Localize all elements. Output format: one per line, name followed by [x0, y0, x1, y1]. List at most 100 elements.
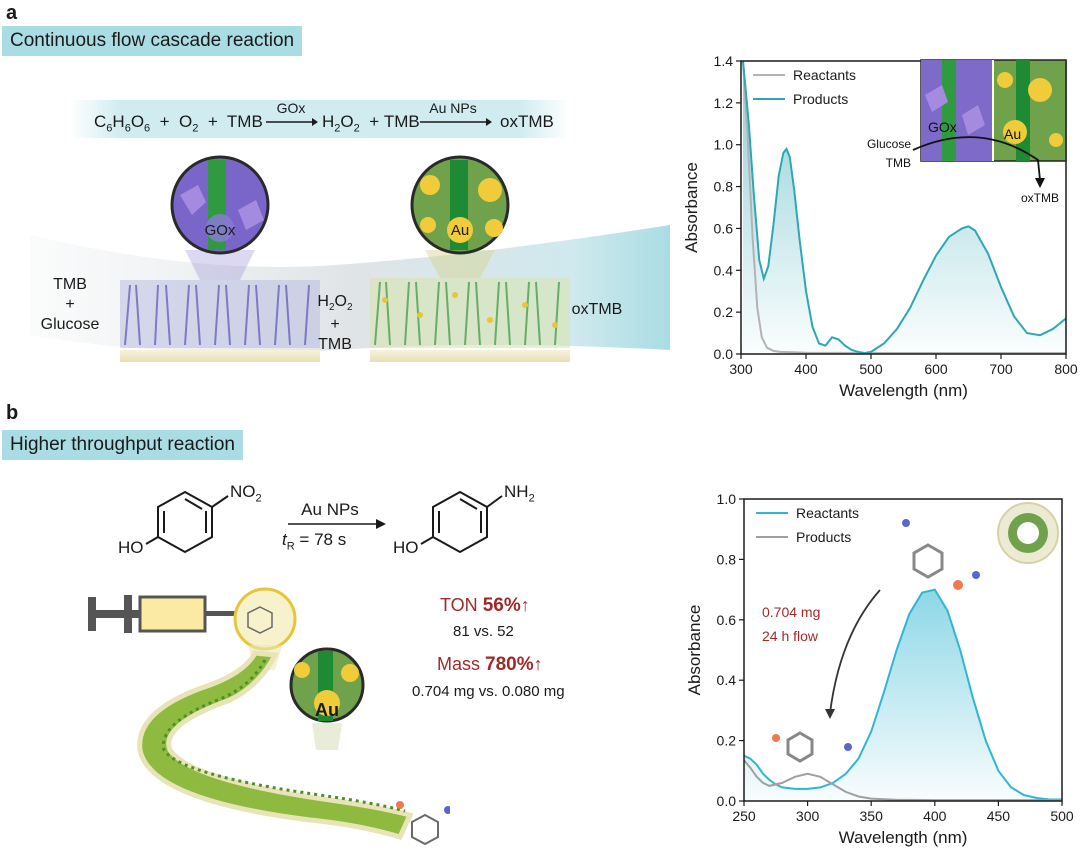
panel-b-letter: b	[6, 402, 19, 424]
legend-label-1: Products	[793, 91, 848, 107]
residence-time-label: tR = 78 s	[282, 530, 347, 553]
arrow-2-icon	[420, 118, 492, 126]
catalyst-gox-label: GOx	[276, 100, 306, 116]
x-tick-label: 250	[732, 808, 756, 824]
inset-glucose-label: Glucose	[867, 137, 911, 151]
x-tick-label: 450	[987, 808, 1011, 824]
chart-b: 250 300 350 400 450 500 0.0 0.2 0.4 0.6 0.8 1.0 Wave…	[685, 491, 1074, 847]
chart-b-reactant-molecule-icon	[902, 519, 980, 590]
conversion-arrowhead-icon	[825, 709, 835, 719]
plot-frame	[740, 60, 1067, 355]
product-hydroxyl-label: HO	[393, 538, 419, 557]
y-tick-label: 1.0	[714, 137, 734, 153]
y-tick-label: 0.0	[714, 346, 734, 362]
y-tick-label: 0.6	[714, 220, 734, 236]
au-tube-bubble	[289, 647, 365, 750]
inset-tmb-label: TMB	[886, 156, 911, 170]
y-tick-label: 0.8	[717, 551, 737, 567]
y-axis-title: Absorbance	[685, 605, 704, 696]
reaction-scheme	[145, 490, 503, 554]
inset-gox-label: GOx	[928, 119, 957, 135]
x-tick-label: 500	[1050, 808, 1074, 824]
panel-b-title: Higher throughput reaction	[2, 430, 243, 460]
series-line-0	[743, 588, 1062, 801]
syringe-tube-illustration	[88, 587, 450, 845]
reactor-tube	[137, 650, 414, 841]
amine-group-label: NH2	[504, 482, 535, 505]
legend-label-0: Reactants	[793, 67, 856, 83]
inlet-label: TMB + Glucose	[40, 276, 100, 333]
chart-a-inset	[912, 59, 1067, 188]
mass-metric: Mass 780%↑	[437, 654, 543, 675]
cascade-equation: C6H6O6 + O2 + TMB	[94, 112, 263, 135]
series-line-0	[742, 60, 1066, 354]
x-tick-label: 800	[1054, 361, 1078, 377]
au-zoom-bubble	[410, 155, 510, 278]
x-tick-label: 600	[924, 361, 948, 377]
ton-metric: TON 56%↑	[440, 595, 530, 616]
middle-zone-label: H2O2 + TMB	[317, 293, 353, 353]
arrow-1-icon	[266, 118, 318, 126]
chart-b-product-molecule-icon	[772, 731, 852, 763]
aminophenol-structure	[420, 490, 503, 554]
x-tick-label: 350	[860, 808, 884, 824]
y-axis-title: Absorbance	[682, 162, 701, 253]
x-axis-title: Wavelength (nm)	[839, 828, 968, 847]
y-tick-label: 0.4	[714, 262, 734, 278]
plot-frame	[743, 498, 1063, 802]
annotation-flow-time: 24 h flow	[762, 628, 819, 644]
ton-comparison: 81 vs. 52	[453, 623, 514, 640]
mass-up-arrow-icon: ↑	[533, 654, 543, 674]
y-tick-label: 0.2	[717, 733, 737, 749]
nitro-group-label: NO2	[230, 482, 262, 505]
reaction-catalyst-label: Au NPs	[301, 500, 359, 519]
inset-au-label: Au	[1004, 126, 1021, 142]
au-tube-bubble-label: Au	[315, 700, 339, 720]
x-tick-label: 700	[989, 361, 1013, 377]
legend-label-1: Products	[796, 529, 851, 545]
series-fill-area	[744, 589, 1062, 801]
series-fill-area	[742, 61, 1066, 354]
y-tick-label: 1.0	[717, 491, 737, 507]
intermediate-equation: H2O2 + TMB	[322, 112, 420, 135]
y-tick-label: 1.2	[714, 95, 734, 111]
syringe-icon	[88, 595, 235, 633]
x-tick-label: 400	[923, 808, 947, 824]
y-tick-label: 0.8	[714, 179, 734, 195]
outlet-label: oxTMB	[571, 301, 623, 318]
x-tick-label: 300	[729, 361, 753, 377]
panel-a-title: Continuous flow cascade reaction	[2, 26, 303, 56]
product-oxtmb: oxTMB	[500, 112, 554, 131]
mass-comparison: 0.704 mg vs. 0.080 mg	[412, 683, 565, 700]
channel-floor-left	[120, 350, 320, 362]
inset-oxtmb-label: oxTMB	[1021, 191, 1059, 205]
flow-channel-illustration	[30, 155, 670, 362]
x-tick-label: 400	[794, 361, 818, 377]
x-tick-label: 500	[859, 361, 883, 377]
au-bubble-label: Au	[450, 222, 470, 239]
series-line-1	[743, 759, 1062, 802]
chart-a: 300 400 500 600 700 800 0.0 0.2 0.4 0.6 0.8 1.0 1.2 1…	[682, 53, 1078, 400]
x-axis-title: Wavelength (nm)	[839, 381, 968, 400]
nitrophenol-structure	[145, 490, 229, 554]
annotation-mass: 0.704 mg	[762, 604, 820, 620]
gox-bubble-label: GOx	[204, 222, 236, 239]
y-tick-label: 1.4	[714, 53, 734, 69]
reactant-hydroxyl-label: HO	[118, 538, 144, 557]
catalyst-au-label: Au NPs	[429, 100, 477, 116]
gox-brush-layer	[120, 280, 320, 348]
y-tick-label: 0.2	[714, 304, 734, 320]
gox-zoom-bubble	[170, 155, 270, 280]
ton-up-arrow-icon: ↑	[520, 595, 530, 615]
channel-floor-right	[370, 350, 570, 362]
legend-label-0: Reactants	[796, 505, 859, 521]
x-tick-label: 300	[796, 808, 820, 824]
y-tick-label: 0.6	[717, 612, 737, 628]
au-brush-layer	[370, 278, 570, 348]
chart-b-tube-cross-section-icon	[997, 502, 1059, 564]
y-tick-label: 0.0	[717, 793, 737, 809]
panel-a-letter: a	[6, 2, 18, 24]
product-molecule-icon	[396, 801, 450, 845]
y-tick-label: 0.4	[717, 672, 737, 688]
series-line-1	[742, 60, 1067, 355]
